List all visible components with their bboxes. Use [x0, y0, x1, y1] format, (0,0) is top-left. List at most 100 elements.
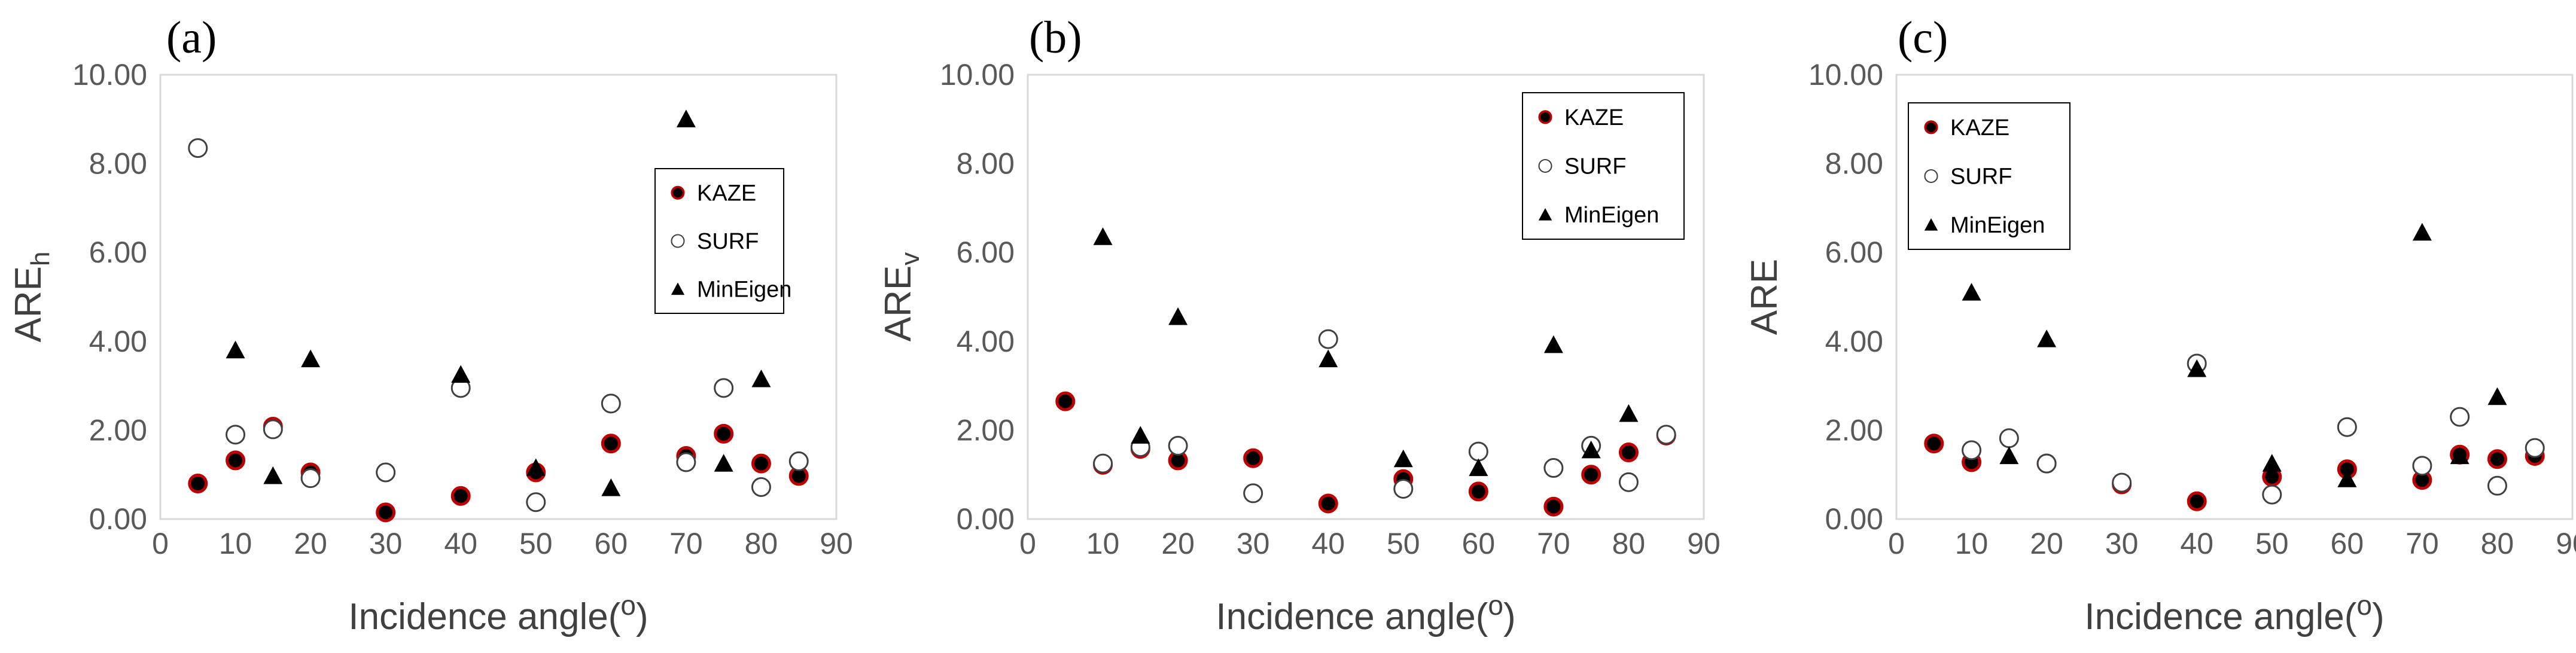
plot-area-border [159, 74, 838, 520]
surf-point [1393, 478, 1414, 499]
x-tick-label: 50 [2255, 527, 2289, 560]
legend-label-surf: SURF [697, 229, 759, 254]
surf-point [526, 492, 546, 512]
surf-point [2450, 407, 2470, 427]
y-tick-label: 10.00 [1808, 58, 1883, 91]
surf-point [2525, 438, 2545, 458]
mineigen-point [1543, 335, 1563, 353]
surf-point [226, 425, 246, 445]
x-tick-label: 0 [1888, 527, 1905, 560]
legend-symbol-surf [1538, 158, 1552, 173]
legend-label-kaze: KAZE [1564, 105, 1624, 130]
surf-point [1318, 329, 1338, 349]
legend-symbol-mineigen [671, 282, 685, 295]
mineigen-point [263, 466, 283, 484]
y-tick-label: 4.00 [957, 325, 1015, 358]
mineigen-point [1581, 440, 1601, 459]
x-tick-label: 90 [820, 527, 853, 560]
x-tick-label: 10 [1955, 527, 1989, 560]
x-tick-label: 50 [519, 527, 553, 560]
legend-symbol-surf [671, 234, 685, 248]
y-axis-title: AREh [8, 252, 55, 343]
kaze-point [1468, 481, 1488, 502]
panel-label: (c) [1898, 13, 1948, 63]
surf-point [2487, 475, 2507, 496]
x-tick-label: 30 [369, 527, 403, 560]
series-mineigen [1962, 222, 2507, 487]
surf-point [263, 419, 283, 440]
surf-point [2262, 484, 2282, 505]
mineigen-point [2450, 446, 2470, 465]
y-tick-label: 2.00 [1825, 413, 1883, 447]
legend-marker [1924, 218, 1938, 231]
legend-label-mineigen: MinEigen [697, 277, 791, 303]
panel-label: (b) [1029, 13, 1082, 63]
y-tick-label: 4.00 [1825, 325, 1883, 358]
x-tick-label: 80 [2481, 527, 2514, 560]
mineigen-point [2412, 222, 2432, 241]
legend-symbol-mineigen [1924, 218, 1938, 231]
x-axis-title: Incidence angle(o) [1216, 590, 1515, 637]
mineigen-point [226, 340, 245, 359]
y-tick-label: 8.00 [1825, 147, 1883, 181]
series-kaze [1055, 391, 1676, 517]
x-axis-title: Incidence angle(o) [2084, 590, 2384, 637]
mineigen-point [1168, 307, 1188, 325]
kaze-point [2487, 449, 2507, 469]
legend-label-surf: SURF [1564, 154, 1626, 179]
y-tick-label: 8.00 [89, 147, 147, 181]
x-tick-label: 90 [2556, 527, 2576, 560]
y-tick-label: 0.00 [89, 502, 147, 536]
legend-symbol-surf [1924, 169, 1938, 184]
x-tick-label: 40 [1311, 527, 1345, 560]
mineigen-point [526, 458, 546, 477]
kaze-point [1618, 443, 1639, 463]
surf-point [788, 451, 809, 471]
plot-area-border [1027, 74, 1705, 520]
surf-point [751, 477, 771, 498]
series-kaze [1924, 434, 2545, 511]
x-tick-label: 40 [444, 527, 477, 560]
mineigen-point [1962, 283, 1981, 301]
kaze-point [1055, 391, 1076, 411]
y-tick-label: 4.00 [89, 325, 147, 358]
x-tick-label: 40 [2180, 527, 2213, 560]
mineigen-point [2262, 454, 2282, 472]
x-tick-label: 10 [1086, 527, 1120, 560]
kaze-point [714, 423, 734, 444]
x-tick-label: 60 [2331, 527, 2364, 560]
series-surf [1962, 353, 2545, 505]
x-tick-label: 60 [1462, 527, 1496, 560]
legend-marker [1538, 158, 1552, 173]
mineigen-point [451, 365, 471, 383]
x-tick-label: 20 [2030, 527, 2063, 560]
series-mineigen [226, 109, 771, 496]
y-tick-label: 8.00 [957, 147, 1015, 181]
legend-symbol-kaze [1924, 120, 1938, 135]
surf-point [676, 452, 696, 472]
legend-label-surf: SURF [1950, 164, 2012, 190]
y-axis-title: AREv [878, 252, 925, 341]
kaze-point [2187, 491, 2207, 511]
legend-symbol-kaze [671, 185, 685, 200]
x-tick-label: 70 [669, 527, 703, 560]
legend-marker [1924, 120, 1938, 135]
kaze-point [188, 474, 208, 494]
mineigen-point [1393, 449, 1413, 468]
legend-marker [1924, 169, 1938, 184]
surf-point [1543, 458, 1564, 478]
kaze-point [226, 450, 246, 471]
surf-point [2112, 472, 2132, 493]
x-tick-label: 70 [2406, 527, 2439, 560]
legend-marker [1538, 208, 1552, 221]
x-tick-label: 90 [1687, 527, 1721, 560]
x-tick-label: 30 [1237, 527, 1270, 560]
surf-point [714, 378, 734, 398]
mineigen-point [1619, 404, 1639, 422]
surf-point [1962, 440, 1982, 460]
kaze-point [1243, 448, 1263, 468]
y-tick-label: 2.00 [89, 413, 147, 447]
surf-point [1168, 435, 1188, 456]
kaze-point [1318, 493, 1338, 514]
